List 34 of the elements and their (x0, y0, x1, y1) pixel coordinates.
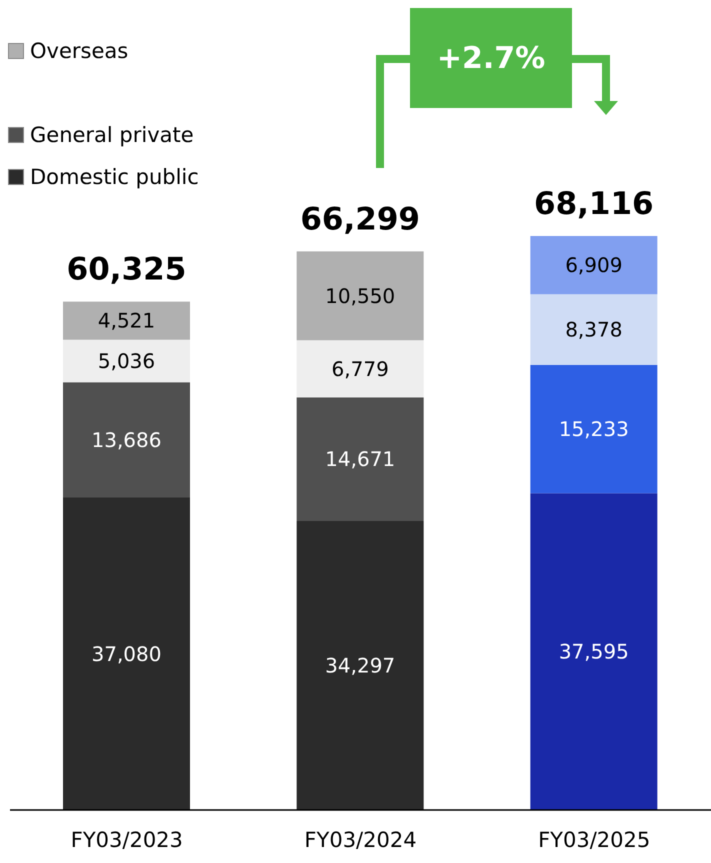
bar (296, 251, 424, 340)
bar (530, 493, 658, 810)
data-label: 34,297 (325, 653, 396, 678)
x-tick-label: FY03/2024 (304, 828, 417, 852)
data-label: 14,671 (325, 447, 396, 472)
legend-label: Domestic public (30, 164, 199, 191)
bar (530, 364, 658, 494)
legend-label: General private (30, 122, 194, 149)
legend-label: Overseas (30, 38, 128, 65)
text: +2.7% (410, 8, 572, 108)
data-label: 4,521 (98, 308, 156, 333)
data-label: 37,595 (558, 640, 629, 664)
bar (296, 520, 424, 810)
data-label: 6,909 (565, 253, 622, 278)
total-label: 60,325 (66, 252, 186, 288)
data-label: 8,378 (565, 318, 622, 342)
bar (63, 382, 190, 498)
bar (296, 340, 424, 398)
data-label: 5,036 (98, 348, 156, 373)
data-label: 6,779 (332, 356, 389, 381)
data-label: 10,550 (325, 284, 396, 308)
bar (63, 340, 190, 382)
bar (63, 498, 190, 810)
data-label: 37,080 (92, 642, 162, 666)
bar (530, 236, 658, 294)
data-label: 13,686 (92, 428, 162, 452)
data-label: 15,233 (558, 417, 629, 442)
x-tick-label: FY03/2023 (70, 828, 183, 852)
bar (63, 302, 190, 340)
bar (530, 294, 658, 365)
total-label: 66,299 (300, 201, 420, 238)
bar (296, 397, 424, 521)
total-label: 68,116 (534, 186, 654, 222)
x-tick-label: FY03/2025 (538, 828, 650, 852)
